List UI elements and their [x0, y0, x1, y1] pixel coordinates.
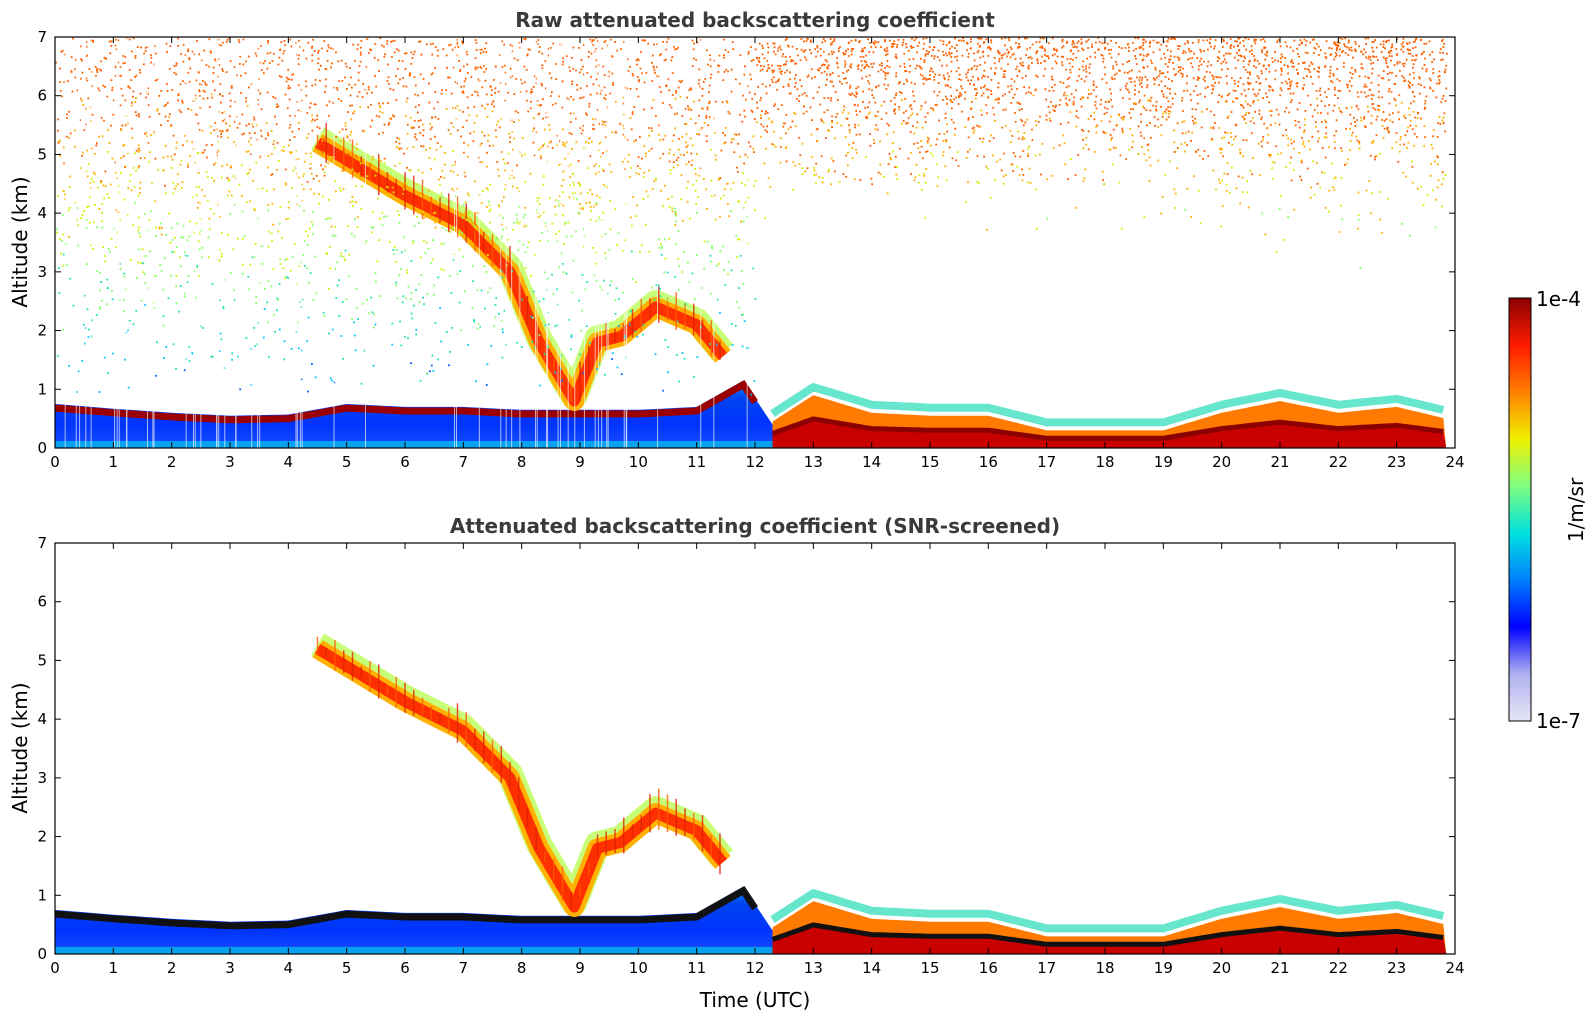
x-tick-label: 19	[1154, 453, 1173, 471]
x-tick-label: 8	[517, 453, 527, 471]
x-tick-label: 11	[687, 453, 706, 471]
x-tick-label: 15	[920, 959, 939, 977]
y-tick-label: 5	[37, 651, 47, 669]
y-tick-label: 0	[37, 439, 47, 457]
y-tick-label: 4	[37, 204, 47, 222]
panel-raw-frame	[54, 36, 1456, 449]
y-tick-label: 2	[37, 322, 47, 340]
x-tick-label: 1	[109, 959, 119, 977]
x-tick-label: 16	[979, 959, 998, 977]
y-tick-label: 3	[37, 263, 47, 281]
x-tick-label: 12	[745, 959, 764, 977]
panel-screened-y-axis-label: Altitude (km)	[8, 682, 32, 813]
panel-screened: Attenuated backscattering coefficient (S…	[8, 514, 1465, 1012]
colorbar-unit-label: 1/m/sr	[1564, 477, 1588, 542]
x-tick-label: 0	[50, 959, 60, 977]
x-tick-label: 20	[1212, 453, 1231, 471]
x-tick-label: 14	[862, 453, 881, 471]
y-tick-label: 3	[37, 769, 47, 787]
x-tick-label: 1	[109, 453, 119, 471]
x-tick-label: 14	[862, 959, 881, 977]
y-tick-label: 6	[37, 87, 47, 105]
x-tick-label: 4	[284, 959, 294, 977]
x-tick-label: 10	[629, 453, 648, 471]
panel-screened-frame	[54, 542, 1456, 955]
x-tick-label: 2	[167, 453, 177, 471]
x-tick-label: 8	[517, 959, 527, 977]
boundary-layer-top-line-pm	[771, 416, 1444, 441]
x-tick-label: 11	[687, 959, 706, 977]
x-tick-label: 24	[1445, 453, 1464, 471]
boundary-layer-fringe	[770, 382, 1445, 427]
x-tick-label: 9	[575, 959, 585, 977]
y-tick-label: 6	[37, 593, 47, 611]
boundary-layer-core	[772, 924, 1447, 954]
x-tick-label: 23	[1387, 453, 1406, 471]
cloud-layer-core	[314, 643, 728, 913]
y-tick-label: 0	[37, 945, 47, 963]
boundary-layer-fringe	[770, 888, 1445, 933]
x-tick-label: 6	[400, 959, 410, 977]
boundary-layer-top-line	[55, 885, 758, 930]
panel-raw-plot-area	[55, 37, 1448, 448]
boundary-layer-top-line	[55, 379, 758, 424]
x-tick-label: 17	[1037, 453, 1056, 471]
y-tick-label: 7	[37, 534, 47, 552]
panel-screened-title: Attenuated backscattering coefficient (S…	[450, 514, 1060, 538]
x-tick-label: 9	[575, 453, 585, 471]
panel-raw-y-axis-label: Altitude (km)	[8, 176, 32, 307]
x-tick-label: 18	[1095, 959, 1114, 977]
x-tick-label: 5	[342, 959, 352, 977]
x-tick-label: 22	[1329, 453, 1348, 471]
colorbar-ramp	[1508, 297, 1532, 722]
x-tick-label: 21	[1270, 453, 1289, 471]
x-tick-label: 3	[225, 453, 235, 471]
boundary-layer-core	[772, 418, 1447, 448]
noise-speckle	[55, 37, 1448, 448]
y-tick-label: 1	[37, 380, 47, 398]
surface-layer-band	[55, 946, 773, 954]
surface-layer-band	[55, 440, 773, 448]
panel-screened-ticks: 0 1 2 3 4 5 6 7 8 9 10 11 12 13 14 15 16 17 18 19 20 21 22 23 24…	[37, 534, 1464, 977]
y-tick-label: 7	[37, 28, 47, 46]
x-tick-label: 7	[459, 959, 469, 977]
panel-raw-ticks: 0 1 2 3 4 5 6 7 8 9 10 11 12 13 14 15 16 17 18 19 20 21 22 23 24…	[37, 28, 1464, 471]
x-tick-label: 6	[400, 453, 410, 471]
panel-raw-title: Raw attenuated backscattering coefficien…	[515, 8, 995, 32]
colorbar: 1e-4 1e-7 1/m/sr	[1508, 287, 1588, 733]
x-tick-label: 17	[1037, 959, 1056, 977]
x-tick-label: 3	[225, 959, 235, 977]
x-tick-label: 10	[629, 959, 648, 977]
x-tick-label: 21	[1270, 959, 1289, 977]
panel-screened-x-axis-label: Time (UTC)	[699, 988, 811, 1012]
panel-raw: Raw attenuated backscattering coefficien…	[8, 8, 1465, 471]
x-tick-label: 18	[1095, 453, 1114, 471]
x-tick-label: 4	[284, 453, 294, 471]
panel-screened-plot-area	[55, 633, 1447, 954]
x-tick-label: 15	[920, 453, 939, 471]
x-tick-label: 20	[1212, 959, 1231, 977]
x-tick-label: 19	[1154, 959, 1173, 977]
x-tick-label: 7	[459, 453, 469, 471]
x-tick-label: 13	[804, 453, 823, 471]
x-tick-label: 23	[1387, 959, 1406, 977]
x-tick-label: 2	[167, 959, 177, 977]
x-tick-label: 16	[979, 453, 998, 471]
y-tick-label: 2	[37, 828, 47, 846]
x-tick-label: 5	[342, 453, 352, 471]
colorbar-min-label: 1e-7	[1536, 709, 1581, 733]
x-tick-label: 0	[50, 453, 60, 471]
y-tick-label: 4	[37, 710, 47, 728]
x-tick-label: 24	[1445, 959, 1464, 977]
x-tick-label: 22	[1329, 959, 1348, 977]
x-tick-label: 13	[804, 959, 823, 977]
x-tick-label: 12	[745, 453, 764, 471]
y-tick-label: 1	[37, 886, 47, 904]
boundary-layer-top-line-pm	[771, 922, 1444, 947]
y-tick-label: 5	[37, 145, 47, 163]
colorbar-max-label: 1e-4	[1536, 287, 1581, 311]
